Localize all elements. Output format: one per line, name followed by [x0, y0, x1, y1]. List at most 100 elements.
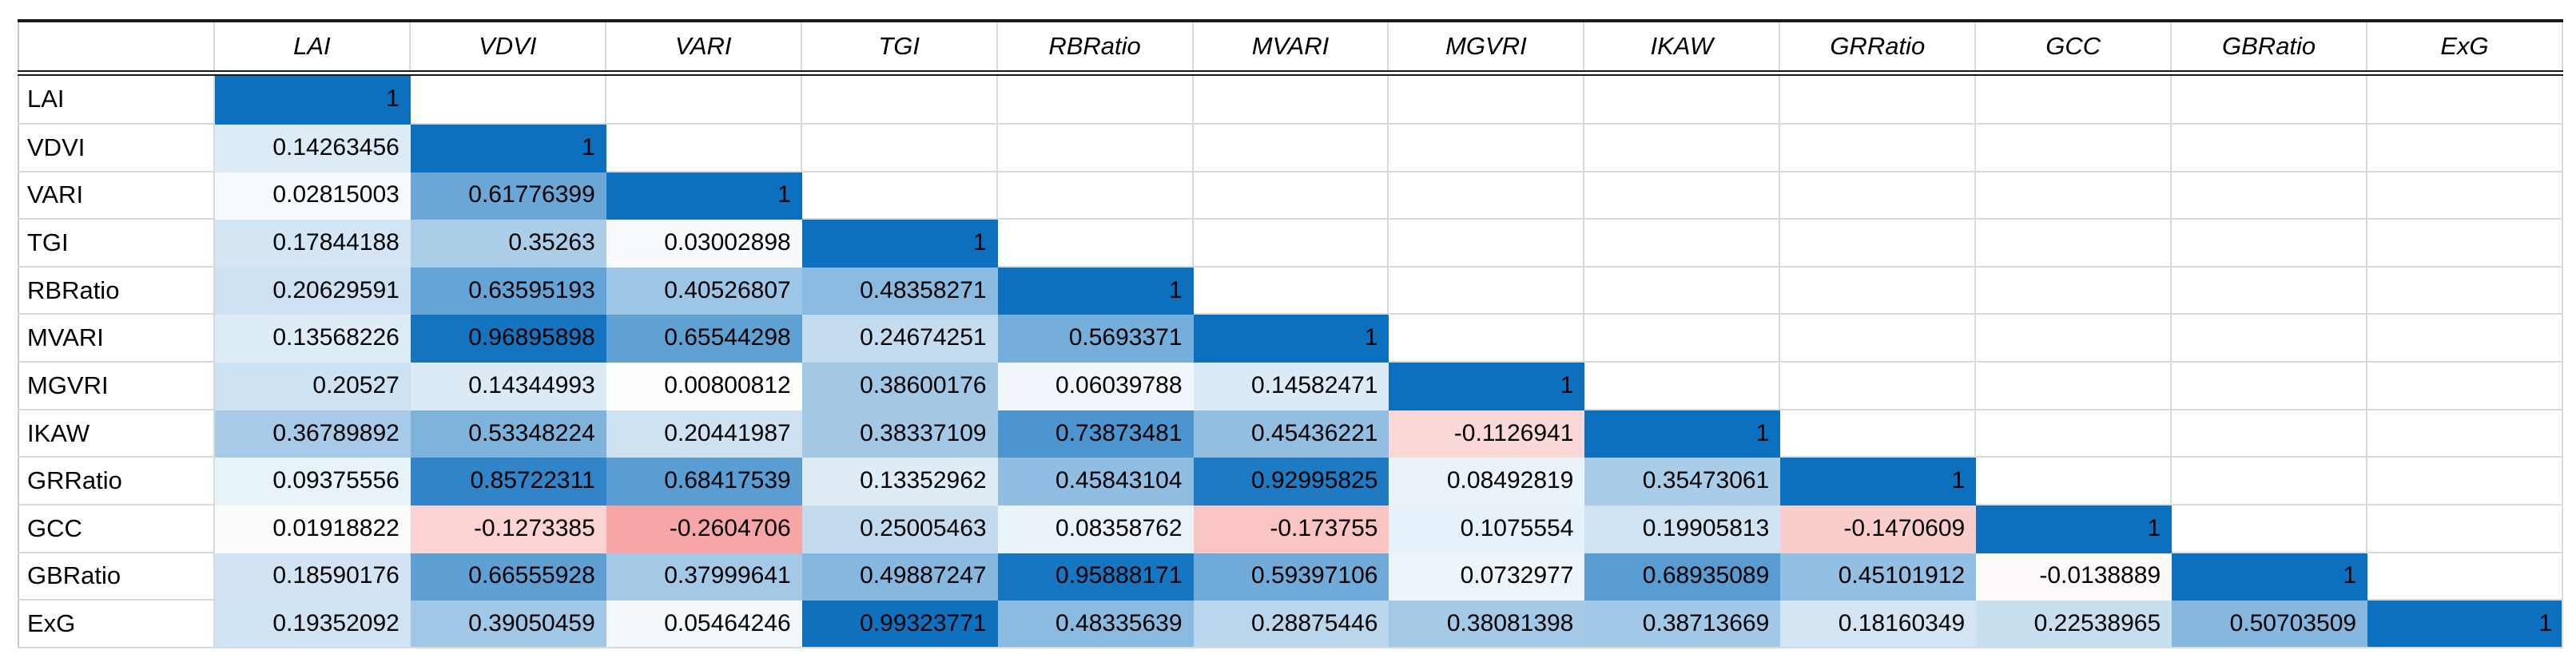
empty-cell-LAI-TGI: [801, 73, 998, 125]
row-label-GCC: GCC: [18, 505, 215, 553]
empty-cell-LAI-VDVI: [409, 73, 606, 125]
cell-TGI-VDVI: 0.35263: [409, 219, 606, 268]
cell-GCC-TGI: 0.25005463: [801, 505, 998, 553]
cell-MVARI-VARI: 0.65544298: [605, 314, 802, 363]
column-header-GRRatio: GRRatio: [1779, 21, 1977, 76]
empty-cell-VDVI-GRRatio: [1779, 123, 1977, 172]
row-label-ExG: ExG: [18, 600, 215, 648]
cell-VARI-VDVI: 0.61776399: [409, 171, 606, 220]
empty-cell-TGI-IKAW: [1584, 219, 1781, 268]
cell-MVARI-VDVI: 0.96895898: [409, 314, 606, 363]
header-row: LAI VDVI VARI TGI RBRatio MVARI MGVRI IKAW GRRat…: [18, 21, 2563, 76]
empty-cell-MVARI-ExG: [2367, 314, 2563, 363]
cell-GCC-RBRatio: 0.08358762: [996, 505, 1194, 553]
cell-GBRatio-RBRatio: 0.95888171: [996, 552, 1194, 601]
row-label-IKAW: IKAW: [18, 409, 215, 458]
empty-cell-TGI-RBRatio: [996, 219, 1194, 268]
cell-GRRatio-GRRatio: 1: [1779, 457, 1977, 505]
cell-ExG-GRRatio: 0.18160349: [1779, 600, 1977, 648]
column-header-RBRatio: RBRatio: [996, 21, 1194, 76]
cell-GBRatio-GBRatio: 1: [2171, 552, 2368, 601]
cell-GRRatio-VARI: 0.68417539: [605, 457, 802, 505]
table-row-LAI: LAI 1: [18, 73, 2563, 125]
cell-MVARI-RBRatio: 0.5693371: [996, 314, 1194, 363]
empty-cell-VDVI-IKAW: [1584, 123, 1781, 172]
cell-MGVRI-TGI: 0.38600176: [801, 362, 998, 410]
empty-cell-MGVRI-ExG: [2367, 362, 2563, 410]
column-header-MVARI: MVARI: [1192, 21, 1389, 76]
cell-MGVRI-VDVI: 0.14344993: [409, 362, 606, 410]
empty-cell-MVARI-MGVRI: [1388, 314, 1585, 363]
empty-cell-IKAW-GRRatio: [1779, 409, 1977, 458]
row-label-MGVRI: MGVRI: [18, 362, 215, 410]
cell-GCC-IKAW: 0.19905813: [1584, 505, 1781, 553]
empty-cell-VDVI-MGVRI: [1388, 123, 1585, 172]
cell-VDVI-VDVI: 1: [409, 123, 606, 172]
empty-cell-RBRatio-ExG: [2367, 266, 2563, 315]
cell-GCC-MVARI: -0.173755: [1192, 505, 1389, 553]
cell-TGI-VARI: 0.03002898: [605, 219, 802, 268]
cell-MVARI-TGI: 0.24674251: [801, 314, 998, 363]
empty-cell-VARI-TGI: [801, 171, 998, 220]
cell-LAI-LAI: 1: [213, 73, 411, 125]
cell-ExG-VDVI: 0.39050459: [409, 600, 606, 648]
cell-GRRatio-RBRatio: 0.45843104: [996, 457, 1194, 505]
empty-cell-VDVI-TGI: [801, 123, 998, 172]
cell-ExG-RBRatio: 0.48335639: [996, 600, 1194, 648]
row-label-GRRatio: GRRatio: [18, 457, 215, 505]
cell-RBRatio-RBRatio: 1: [996, 266, 1194, 315]
empty-cell-VARI-ExG: [2367, 171, 2563, 220]
cell-GBRatio-MGVRI: 0.0732977: [1388, 552, 1585, 601]
cell-MGVRI-LAI: 0.20527: [213, 362, 411, 410]
empty-cell-MVARI-IKAW: [1584, 314, 1781, 363]
cell-RBRatio-VARI: 0.40526807: [605, 266, 802, 315]
cell-ExG-VARI: 0.05464246: [605, 600, 802, 648]
cell-GBRatio-VDVI: 0.66555928: [409, 552, 606, 601]
empty-cell-MGVRI-GBRatio: [2171, 362, 2368, 410]
cell-ExG-LAI: 0.19352092: [213, 600, 411, 648]
cell-GCC-GCC: 1: [1975, 505, 2173, 553]
empty-cell-IKAW-ExG: [2367, 409, 2563, 458]
cell-GCC-LAI: 0.01918822: [213, 505, 411, 553]
empty-cell-VARI-GCC: [1975, 171, 2173, 220]
empty-cell-MVARI-GRRatio: [1779, 314, 1977, 363]
cell-GRRatio-MVARI: 0.92995825: [1192, 457, 1389, 505]
cell-RBRatio-LAI: 0.20629591: [213, 266, 411, 315]
cell-RBRatio-VDVI: 0.63595193: [409, 266, 606, 315]
empty-cell-TGI-ExG: [2367, 219, 2563, 268]
cell-ExG-IKAW: 0.38713669: [1584, 600, 1781, 648]
table-row-RBRatio: RBRatio 0.20629591 0.63595193 0.40526807 0.4…: [18, 266, 2563, 315]
empty-cell-GCC-ExG: [2367, 505, 2563, 553]
table-row-VARI: VARI 0.02815003 0.61776399 1: [18, 171, 2563, 220]
empty-cell-TGI-MGVRI: [1388, 219, 1585, 268]
cell-ExG-GCC: 0.22538965: [1975, 600, 2173, 648]
row-label-RBRatio: RBRatio: [18, 266, 215, 315]
cell-IKAW-LAI: 0.36789892: [213, 409, 411, 458]
table-row-GRRatio: GRRatio 0.09375556 0.85722311 0.68417539 0.1…: [18, 457, 2563, 505]
table-header: LAI VDVI VARI TGI RBRatio MVARI MGVRI IKAW GRRat…: [18, 21, 2563, 76]
cell-ExG-MVARI: 0.28875446: [1192, 600, 1389, 648]
empty-cell-LAI-MVARI: [1192, 73, 1389, 125]
empty-cell-GCC-GBRatio: [2171, 505, 2368, 553]
empty-cell-MVARI-GCC: [1975, 314, 2173, 363]
cell-VDVI-LAI: 0.14263456: [213, 123, 411, 172]
cell-GRRatio-IKAW: 0.35473061: [1584, 457, 1781, 505]
empty-cell-IKAW-GBRatio: [2171, 409, 2368, 458]
empty-cell-LAI-RBRatio: [996, 73, 1194, 125]
empty-cell-VDVI-RBRatio: [996, 123, 1194, 172]
cell-GBRatio-TGI: 0.49887247: [801, 552, 998, 601]
cell-MVARI-MVARI: 1: [1192, 314, 1389, 363]
empty-cell-GRRatio-GCC: [1975, 457, 2173, 505]
cell-GBRatio-VARI: 0.37999641: [605, 552, 802, 601]
empty-cell-VARI-RBRatio: [996, 171, 1194, 220]
column-header-GBRatio: GBRatio: [2171, 21, 2368, 76]
table-row-TGI: TGI 0.17844188 0.35263 0.03002898 1: [18, 219, 2563, 268]
correlation-table: LAI VDVI VARI TGI RBRatio MVARI MGVRI IKAW GRRat…: [18, 19, 2563, 648]
empty-cell-VARI-GRRatio: [1779, 171, 1977, 220]
cell-IKAW-MVARI: 0.45436221: [1192, 409, 1389, 458]
empty-cell-MGVRI-IKAW: [1584, 362, 1781, 410]
empty-cell-VDVI-GBRatio: [2171, 123, 2368, 172]
table-row-IKAW: IKAW 0.36789892 0.53348224 0.20441987 0.3833…: [18, 409, 2563, 458]
empty-cell-RBRatio-GBRatio: [2171, 266, 2368, 315]
row-label-LAI: LAI: [18, 73, 215, 125]
